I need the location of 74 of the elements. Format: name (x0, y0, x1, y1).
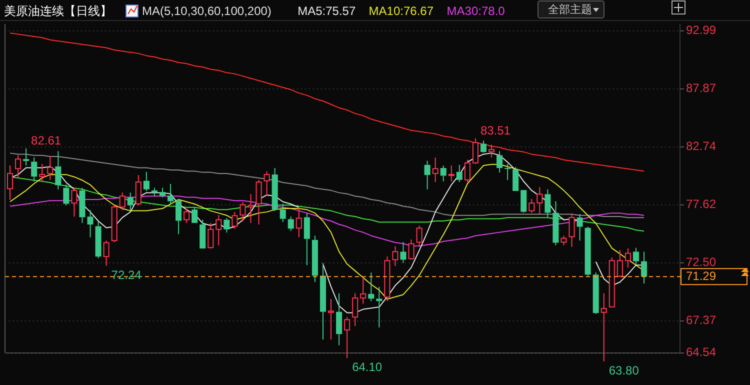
candlestick (95, 220, 102, 259)
y-tick-label: 72.50 (686, 255, 716, 270)
candlestick (352, 292, 358, 327)
candlestick (368, 272, 374, 302)
candlestick (151, 187, 158, 196)
candlestick (55, 150, 62, 190)
candlestick (296, 206, 302, 238)
text: MA5:75.57 (298, 4, 356, 18)
ref-line-label: 71.29 (686, 268, 716, 283)
candlestick (288, 216, 294, 232)
candlestick (320, 262, 326, 340)
chart-subtitle: MA(5,10,30,60,100,200) (142, 4, 272, 18)
candlestick (184, 208, 190, 224)
y-tick-label: 67.37 (686, 313, 716, 328)
line-series (10, 32, 644, 172)
candlestick (640, 251, 647, 284)
candlestick (432, 157, 438, 183)
text: 全部主题 (548, 2, 592, 16)
candlestick (248, 194, 254, 224)
candlestick (176, 198, 182, 235)
annotation: 72.24 (111, 268, 142, 282)
text: MA30:78.0 (446, 4, 506, 18)
candlestick (336, 292, 342, 346)
candlestick (280, 203, 286, 223)
candlestick (39, 163, 46, 182)
candlestick (376, 286, 382, 328)
candlestick (127, 192, 134, 211)
candlestick (159, 187, 166, 198)
candlestick (440, 165, 446, 182)
candlestick (168, 183, 174, 204)
text: 64.10 (352, 360, 382, 374)
text: MA10:76.67 (368, 4, 434, 18)
candlestick (616, 250, 623, 278)
candlestick (584, 226, 591, 276)
candlestick (632, 247, 639, 265)
annotation: 82.61 (31, 134, 62, 148)
candlestick (304, 212, 310, 266)
candlestick (544, 188, 551, 218)
candlestick (23, 148, 30, 166)
candlestick (272, 168, 278, 212)
chart-title: 美原油连续【日线】 (4, 4, 112, 18)
candlestick (63, 184, 70, 206)
candlestick (240, 202, 246, 222)
candlestick (31, 156, 38, 182)
candlestick (143, 171, 150, 192)
candlestick (624, 248, 631, 268)
candlestick (400, 242, 406, 264)
y-tick-label: 64.54 (686, 345, 716, 360)
candlestick (576, 213, 583, 242)
candlestick (536, 186, 543, 214)
candlestick (47, 155, 54, 180)
text: 63.80 (608, 364, 640, 378)
y-tick-label: 82.74 (686, 139, 716, 154)
candlestick (496, 150, 503, 174)
candlestick (79, 187, 86, 224)
candlestick (600, 292, 607, 362)
candlestick (15, 154, 22, 179)
candlestick (488, 144, 495, 158)
candlestick (328, 298, 334, 340)
candlestick (224, 218, 230, 234)
candlestick (360, 276, 366, 304)
candlestick (560, 235, 567, 246)
candlestick (392, 246, 398, 267)
y-tick-label: 92.99 (686, 23, 716, 38)
y-tick-label: 87.87 (686, 81, 716, 96)
y-tick-label: 77.62 (686, 197, 716, 212)
candlestick (424, 160, 430, 190)
candlestick (7, 165, 14, 200)
annotation: 83.51 (480, 123, 511, 138)
candlestick (87, 210, 94, 238)
candlestick (264, 170, 270, 196)
candlestick (504, 163, 511, 180)
line-series (10, 152, 644, 218)
candlestick (552, 200, 559, 246)
